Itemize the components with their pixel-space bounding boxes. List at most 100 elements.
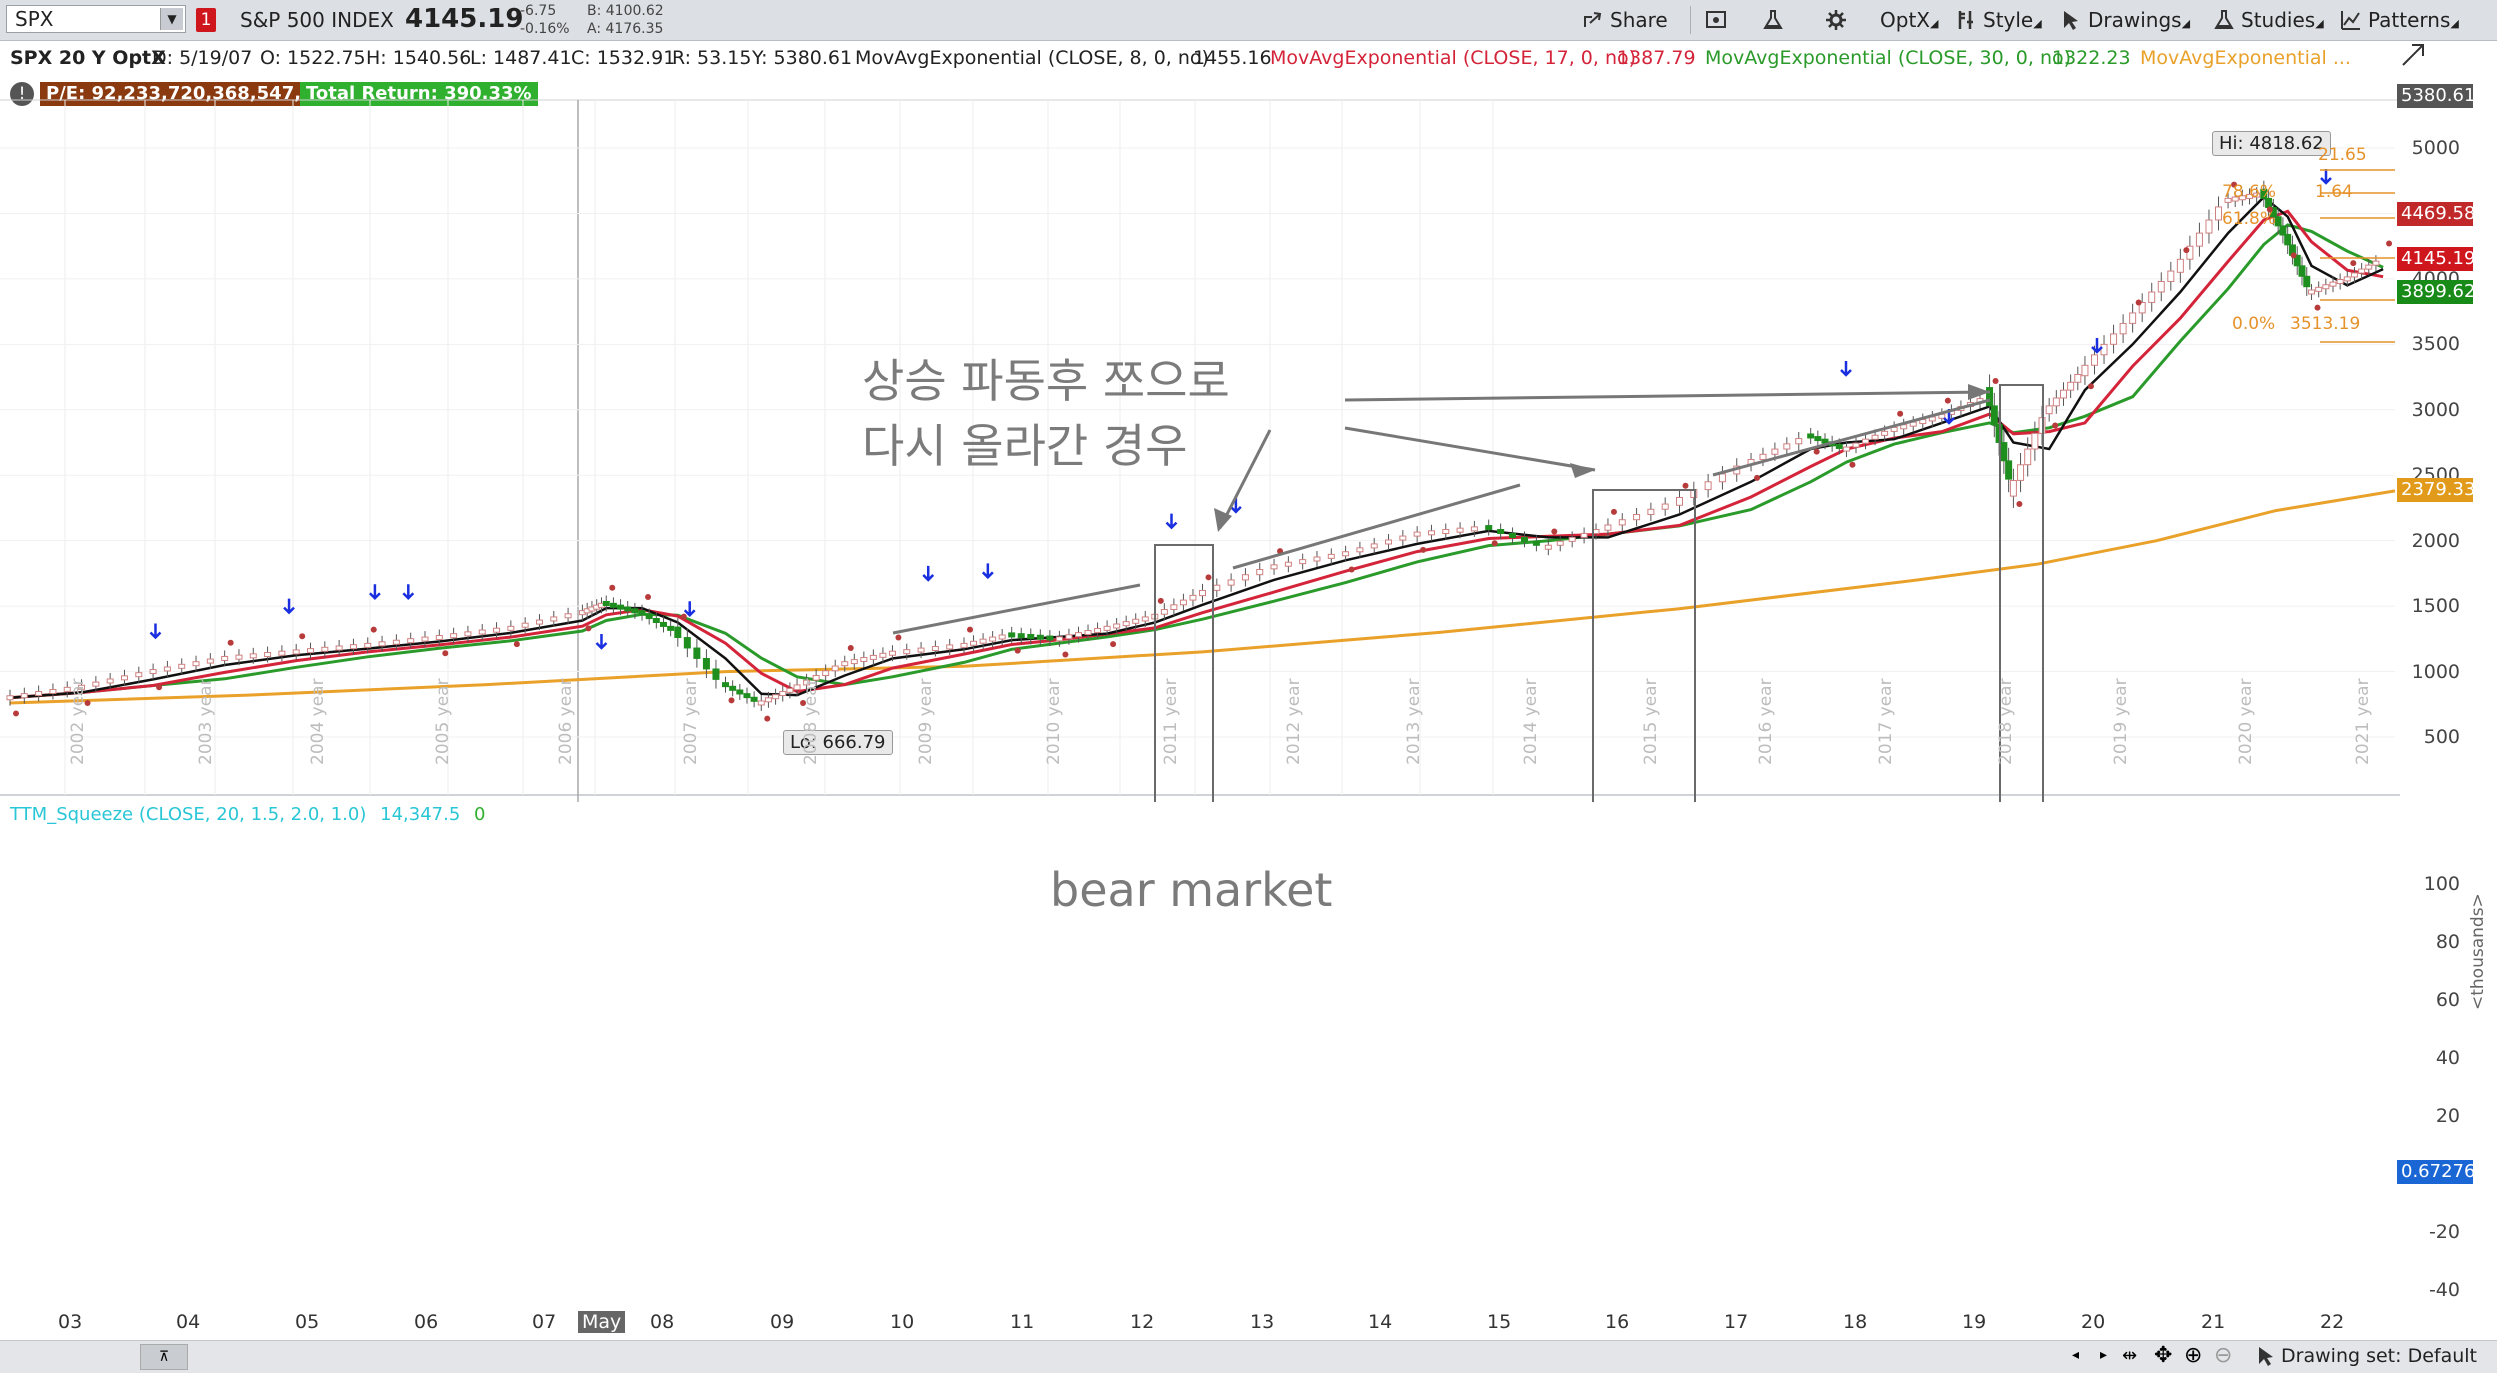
candle-body bbox=[609, 602, 617, 608]
trend-line bbox=[892, 583, 1141, 635]
year-label: 2012 year bbox=[1284, 678, 1304, 765]
share-button[interactable]: Share bbox=[1582, 6, 1668, 34]
candle-body bbox=[1618, 519, 1626, 526]
candle-body bbox=[1103, 625, 1111, 631]
candle-body bbox=[2238, 195, 2246, 201]
chart-grid-button[interactable] bbox=[1705, 6, 1733, 34]
candle-body bbox=[264, 652, 272, 658]
candle-body bbox=[1299, 559, 1307, 565]
ema17-value: 1387.79 bbox=[1617, 47, 1696, 69]
top-toolbar: SPX ▼ 1 S&P 500 INDEX 4145.19 -6.75 -0.1… bbox=[0, 0, 2497, 41]
candle-body bbox=[888, 650, 896, 656]
candle-body bbox=[421, 636, 429, 642]
candle-body bbox=[2100, 343, 2108, 356]
drawings-button[interactable]: Drawings◢ bbox=[2060, 6, 2190, 34]
candle-body bbox=[1783, 443, 1791, 450]
candle-body bbox=[652, 618, 660, 624]
time-axis-label: 22 bbox=[2320, 1311, 2345, 1333]
year-label: 2018 year bbox=[1996, 678, 2016, 765]
candle-body bbox=[772, 694, 780, 700]
candle-body bbox=[349, 644, 357, 650]
candle-body bbox=[2005, 460, 2013, 480]
candle-body bbox=[674, 626, 682, 638]
scroll-right-icon[interactable]: ▸ bbox=[2100, 1347, 2108, 1363]
alert-badge[interactable]: 1 bbox=[196, 8, 216, 32]
candle-body bbox=[1647, 508, 1655, 515]
year-label: 2015 year bbox=[1640, 678, 1661, 765]
candle-body bbox=[1497, 529, 1505, 535]
annotation-arrowhead-icon bbox=[1214, 508, 1232, 532]
fib-100-value: 21.65 bbox=[2318, 145, 2367, 165]
candle-body bbox=[2231, 196, 2239, 202]
candle-body bbox=[822, 670, 830, 676]
signal-arrow-icon bbox=[149, 623, 162, 640]
price-axis-tick: 3000 bbox=[2411, 398, 2460, 421]
expand-time-icon[interactable]: ⇹ bbox=[2122, 1345, 2138, 1366]
candle-body bbox=[638, 610, 646, 616]
sar-dot bbox=[2016, 501, 2023, 508]
pointer-icon[interactable] bbox=[2255, 1345, 2277, 1371]
candle-body bbox=[786, 687, 794, 693]
symbol-input[interactable]: SPX ▼ bbox=[6, 5, 186, 33]
scroll-left-icon[interactable]: ◂ bbox=[2072, 1347, 2080, 1363]
price-chart[interactable] bbox=[0, 72, 2400, 802]
candle-body bbox=[2253, 192, 2261, 198]
candle-body bbox=[1556, 540, 1564, 546]
squeeze-value-2: 0 bbox=[474, 804, 486, 825]
candle-body bbox=[1213, 584, 1221, 591]
candle-body bbox=[2110, 333, 2118, 345]
symbol-dropdown-icon[interactable]: ▼ bbox=[160, 8, 183, 30]
optx-button[interactable]: OptX◢ bbox=[1880, 6, 1938, 34]
candle-body bbox=[2322, 284, 2330, 290]
drawing-set-label[interactable]: Drawing set: Default bbox=[2281, 1345, 2477, 1367]
candle-body bbox=[2138, 301, 2146, 314]
time-axis-label: 14 bbox=[1368, 1311, 1393, 1333]
candle-body bbox=[667, 625, 675, 631]
settings-button[interactable] bbox=[1825, 6, 1853, 34]
candle-body bbox=[722, 682, 729, 688]
flask-button[interactable] bbox=[1762, 6, 1790, 34]
signal-arrow-icon bbox=[283, 598, 295, 615]
candle-body bbox=[1027, 633, 1035, 639]
cursor-icon bbox=[2064, 11, 2078, 30]
candle-body bbox=[1170, 604, 1178, 610]
candle-body bbox=[2059, 389, 2067, 399]
time-axis-label: 15 bbox=[1487, 1311, 1512, 1333]
candle-body bbox=[989, 636, 997, 642]
collapse-handle-icon[interactable]: ⊼ bbox=[140, 1344, 188, 1370]
candle-body bbox=[631, 608, 639, 614]
fib-0-label: 0.0% bbox=[2232, 314, 2276, 334]
sar-dot bbox=[1813, 448, 1820, 455]
candle-body bbox=[946, 644, 954, 650]
chart-label: SPX 20 Y OptX bbox=[10, 47, 166, 69]
patterns-button[interactable]: Patterns◢ bbox=[2340, 6, 2459, 34]
price-axis-tick: 1500 bbox=[2411, 595, 2460, 618]
time-axis-label: 07 bbox=[532, 1311, 557, 1333]
sar-dot bbox=[227, 639, 234, 646]
zoom-in-icon[interactable]: ⊕ bbox=[2184, 1343, 2203, 1368]
price-info-bar: SPX 20 Y OptX D: 5/19/07 O: 1522.75 H: 1… bbox=[0, 41, 2400, 73]
candle-body bbox=[998, 634, 1006, 640]
pan-icon[interactable]: ✥ bbox=[2154, 1343, 2173, 1368]
expand-icon[interactable] bbox=[2400, 42, 2426, 68]
candle-body bbox=[917, 647, 925, 653]
candle-body bbox=[49, 688, 57, 694]
sar-dot bbox=[585, 625, 592, 632]
studies-button[interactable]: Studies◢ bbox=[2213, 6, 2324, 34]
warning-icon[interactable]: ! bbox=[10, 82, 34, 106]
ema30-value: 1322.23 bbox=[2052, 47, 2131, 69]
sar-dot bbox=[680, 613, 687, 620]
candle-body bbox=[1084, 630, 1092, 636]
sar-dot bbox=[967, 626, 973, 633]
candle-body bbox=[149, 669, 157, 675]
candle-body bbox=[1771, 448, 1779, 455]
candle-body bbox=[1046, 635, 1054, 641]
sar-dot bbox=[2350, 260, 2357, 267]
candle-body bbox=[1399, 535, 1407, 541]
sar-dot bbox=[156, 684, 163, 691]
sar-dot bbox=[513, 641, 520, 648]
price-tag: 2379.33 bbox=[2397, 478, 2475, 502]
signal-arrow-icon bbox=[2091, 338, 2103, 354]
zoom-out-icon[interactable]: ⊖ bbox=[2214, 1343, 2233, 1368]
style-button[interactable]: Style◢ bbox=[1955, 6, 2042, 34]
